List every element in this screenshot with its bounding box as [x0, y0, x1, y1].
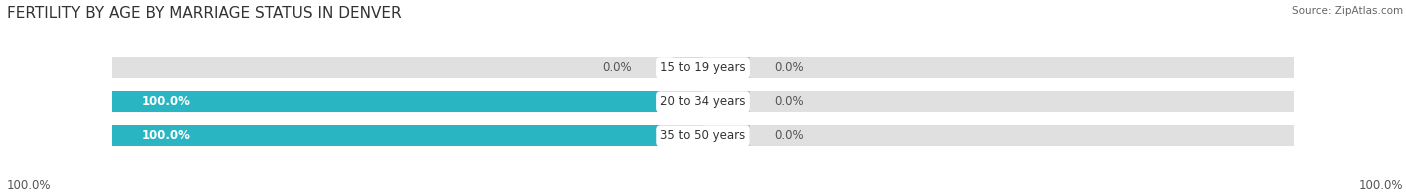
- Bar: [112, 91, 703, 113]
- Bar: [112, 125, 703, 146]
- Text: 100.0%: 100.0%: [1358, 179, 1403, 192]
- Text: 0.0%: 0.0%: [773, 95, 803, 108]
- Text: 100.0%: 100.0%: [142, 95, 191, 108]
- Text: 0.0%: 0.0%: [773, 129, 803, 142]
- Text: 15 to 19 years: 15 to 19 years: [661, 62, 745, 74]
- Text: FERTILITY BY AGE BY MARRIAGE STATUS IN DENVER: FERTILITY BY AGE BY MARRIAGE STATUS IN D…: [7, 6, 402, 21]
- Text: 0.0%: 0.0%: [603, 62, 633, 74]
- Text: 100.0%: 100.0%: [7, 179, 52, 192]
- Text: 100.0%: 100.0%: [142, 129, 191, 142]
- Bar: [703, 91, 751, 113]
- Bar: [673, 57, 703, 78]
- Text: 20 to 34 years: 20 to 34 years: [661, 95, 745, 108]
- Bar: [703, 125, 751, 146]
- Bar: [112, 57, 1294, 78]
- Bar: [112, 125, 1294, 146]
- Bar: [112, 91, 1294, 113]
- Text: Source: ZipAtlas.com: Source: ZipAtlas.com: [1292, 6, 1403, 16]
- Text: 35 to 50 years: 35 to 50 years: [661, 129, 745, 142]
- Bar: [703, 57, 751, 78]
- Text: 0.0%: 0.0%: [773, 62, 803, 74]
